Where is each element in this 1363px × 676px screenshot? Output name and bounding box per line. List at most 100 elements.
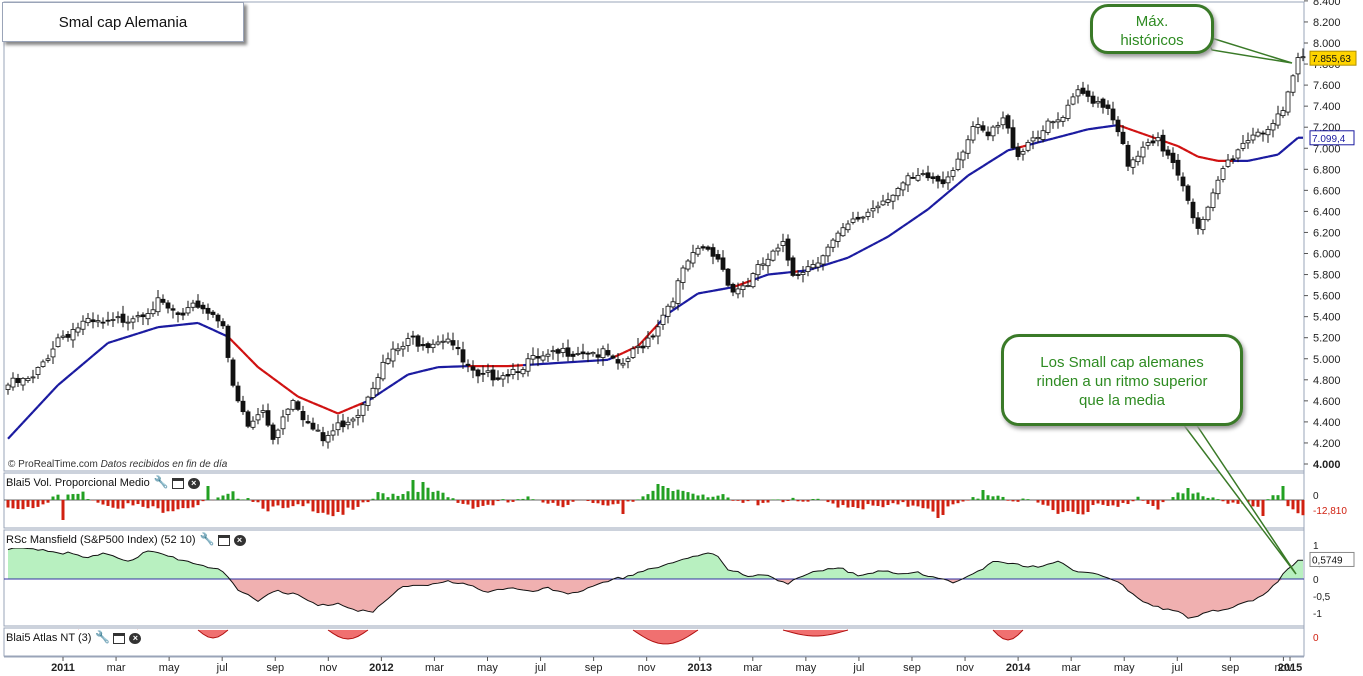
outperform-callout: Los Small cap alemanes rinden a un ritmo… [1001, 334, 1243, 426]
x-tick-label: 2012 [369, 662, 393, 674]
ma-segment [1197, 155, 1204, 159]
ma-segment [1087, 127, 1094, 131]
volume-bar [811, 498, 815, 500]
close-icon[interactable]: × [129, 632, 142, 644]
ma-segment [237, 346, 244, 353]
ma-value-tag [1309, 130, 1355, 146]
ma-segment [622, 349, 629, 354]
volume-bar [501, 499, 505, 500]
window-icon[interactable] [113, 632, 126, 644]
volume-bar [46, 500, 50, 503]
x-tick-label: sep [1221, 662, 1239, 674]
close-icon[interactable]: × [187, 477, 200, 489]
ma-segment [1212, 158, 1219, 162]
candle-body [670, 301, 676, 308]
volume-bar [61, 500, 65, 520]
candle-body [835, 232, 841, 242]
candle-body [1210, 192, 1216, 208]
candle-body [895, 188, 901, 197]
wrench-icon[interactable]: 🔧 [95, 629, 111, 644]
ma-segment [112, 338, 119, 343]
ma-segment [952, 183, 959, 190]
volume-bar [151, 500, 155, 507]
candle-body [845, 223, 851, 231]
volume-bar [6, 500, 10, 508]
candle-body [420, 344, 426, 347]
candle-body [345, 421, 351, 426]
candle-body [1085, 90, 1091, 97]
rsc-positive-area [8, 547, 1303, 579]
volume-bar [831, 500, 835, 504]
ma-segment [1182, 147, 1189, 153]
window-icon[interactable] [217, 534, 230, 546]
ma-segment [1192, 153, 1199, 158]
volume-bar [406, 491, 410, 500]
candle-body [1200, 219, 1206, 231]
candle-body [570, 353, 576, 357]
candle-body [850, 218, 856, 223]
volume-bar [1296, 500, 1300, 514]
candle-body [370, 387, 376, 398]
x-tick-label: 2013 [687, 662, 711, 674]
volume-bar [1261, 500, 1265, 516]
ma-segment [67, 371, 74, 378]
candle-body [885, 199, 891, 203]
ma-segment [177, 323, 184, 327]
value-tags: 7.855,63 7.099,4 -12,810 0,5749 [1309, 50, 1357, 567]
volume-bar [996, 495, 1000, 500]
candle-body [865, 211, 871, 217]
candle-body [1250, 134, 1256, 141]
wrench-icon[interactable]: 🔧 [199, 531, 215, 546]
volume-bar [1211, 497, 1215, 500]
volume-bar [446, 497, 450, 500]
ma-segment [1202, 156, 1209, 160]
candle-body [135, 315, 141, 318]
rsc-tick-label: -1 [1313, 609, 1322, 620]
ma-segment [1037, 140, 1044, 144]
ma-segment [742, 280, 749, 285]
ma-segment [772, 272, 779, 276]
ma-segment [1247, 158, 1254, 162]
ma-segment [82, 358, 89, 365]
candle-body [870, 208, 876, 212]
volume-bar [466, 500, 470, 505]
candle-body [115, 316, 121, 319]
volume-bar [766, 500, 770, 503]
candle-body [925, 172, 931, 179]
wrench-icon[interactable]: 🔧 [153, 474, 169, 489]
credit-text: Datos recibidos en fin de día [100, 459, 228, 470]
volume-bar [1111, 500, 1115, 506]
volume-bar [596, 500, 600, 504]
candle-body [730, 283, 736, 293]
candle-body [920, 173, 926, 175]
ma-segment [682, 299, 689, 305]
volume-bar [556, 500, 560, 506]
volume-bar [191, 500, 195, 508]
candle-body [1175, 159, 1181, 176]
candle-body [935, 175, 941, 182]
close-icon[interactable]: × [233, 534, 246, 546]
ma-segment [72, 367, 79, 374]
volume-bar [1066, 500, 1070, 512]
candle-body [980, 125, 986, 131]
candle-body [470, 366, 476, 371]
volume-bar [336, 500, 340, 512]
x-tick-label: may [795, 662, 816, 674]
volume-bar [1126, 500, 1130, 505]
volume-bar [96, 500, 100, 503]
window-icon[interactable] [171, 477, 184, 489]
rsc-series [4, 547, 1304, 619]
volume-bar [341, 500, 345, 515]
candle-body [630, 348, 636, 358]
candle-body [1225, 159, 1231, 167]
volume-bar [1141, 500, 1145, 501]
volume-bar [1081, 500, 1085, 515]
volume-bar [841, 500, 845, 506]
candle-body [745, 285, 751, 287]
volume-bar [181, 500, 185, 509]
volume-bar [661, 486, 665, 500]
candle-body [1115, 119, 1121, 133]
volume-bar [136, 500, 140, 505]
volume-bar [231, 491, 235, 500]
ma-segment [92, 350, 99, 357]
